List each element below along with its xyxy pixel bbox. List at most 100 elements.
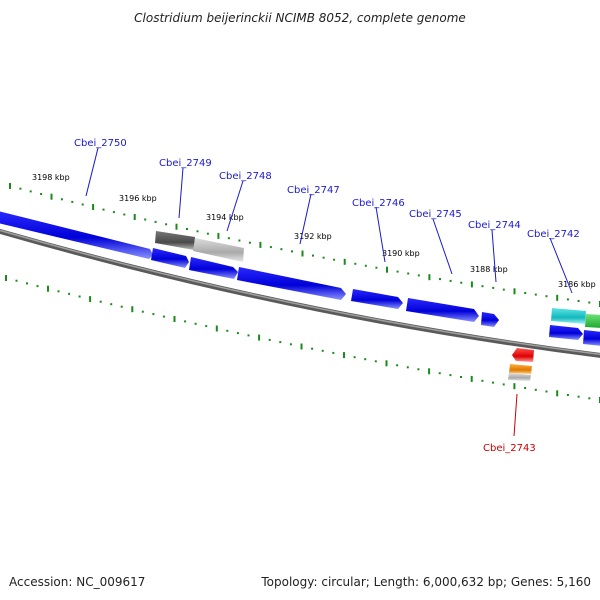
upper-tick <box>269 246 272 249</box>
gene-label-cbei-2748[interactable]: Cbei_2748 <box>219 171 272 182</box>
lower-tick <box>258 334 261 341</box>
gene-arrow-cbei-2742-green[interactable] <box>585 314 600 328</box>
upper-tick <box>186 228 188 230</box>
gene-label-cbei-2743[interactable]: Cbei_2743 <box>483 443 536 454</box>
lower-tick <box>99 300 102 303</box>
upper-tick <box>259 241 262 248</box>
gene-label-cbei-2749[interactable]: Cbei_2749 <box>159 158 212 169</box>
lower-tick <box>513 383 516 390</box>
gene-label-cbei-2745[interactable]: Cbei_2745 <box>409 209 462 220</box>
upper-tick <box>481 285 484 288</box>
lower-tick <box>311 347 314 350</box>
kbp-label-3188: 3188 kbp <box>470 265 508 274</box>
upper-tick <box>9 183 11 189</box>
gene-arrow-cbei-2745[interactable] <box>406 298 479 322</box>
upper-tick <box>123 213 126 216</box>
gene-arrow-cbei-2742[interactable] <box>551 308 586 324</box>
lower-tick <box>343 352 345 359</box>
lower-tick <box>534 388 537 391</box>
upper-tick <box>154 220 157 223</box>
upper-tick <box>502 288 505 291</box>
upper-tick <box>460 281 463 284</box>
lower-tick <box>215 325 218 332</box>
connector-cbei-2750 <box>85 147 99 197</box>
gene-arrow-cbei-2748-part[interactable] <box>189 257 238 279</box>
lower-tick <box>78 295 81 298</box>
gene-arrow-cbei-2749[interactable] <box>155 231 195 250</box>
gene-label-cbei-2750[interactable]: Cbei_2750 <box>74 138 127 149</box>
upper-tick <box>449 279 452 282</box>
lower-tick <box>268 338 271 341</box>
lower-tick <box>470 375 473 382</box>
lower-tick <box>353 356 356 359</box>
kbp-label-3190: 3190 kbp <box>382 249 420 258</box>
gene-arrow-cbei-2743-gray[interactable] <box>508 373 531 381</box>
lower-tick <box>131 306 134 313</box>
lower-tick <box>492 381 494 384</box>
upper-tick <box>19 187 22 190</box>
upper-tick <box>566 298 569 301</box>
gene-arrow-cbei-2747[interactable] <box>237 267 346 300</box>
upper-tick <box>417 274 420 277</box>
upper-tick <box>588 301 591 304</box>
upper-tick <box>343 258 346 265</box>
gene-arrow-cbei-2741-part[interactable] <box>583 330 600 346</box>
lower-tick <box>289 343 292 346</box>
lower-tick <box>36 285 39 288</box>
upper-tick <box>112 211 115 214</box>
upper-tick <box>386 266 388 273</box>
lower-tick <box>184 320 187 323</box>
connector-cbei-2747 <box>299 193 312 245</box>
gene-label-cbei-2747[interactable]: Cbei_2747 <box>287 185 340 196</box>
connector-cbei-2749 <box>178 167 184 219</box>
upper-tick <box>322 256 325 259</box>
lower-tick <box>332 351 335 354</box>
upper-tick <box>29 190 32 193</box>
gene-arrows-minus-strand <box>508 348 534 381</box>
upper-tick <box>301 250 304 257</box>
upper-tick <box>524 292 527 294</box>
lower-tick <box>120 305 123 308</box>
gene-label-cbei-2746[interactable]: Cbei_2746 <box>352 198 405 209</box>
map-title: Clostridium beijerinckii NCIMB 8052, com… <box>134 11 466 25</box>
lower-tick <box>5 275 7 281</box>
upper-tick <box>40 193 43 195</box>
lower-tick <box>152 313 155 316</box>
lower-tick <box>110 303 113 306</box>
connector-cbei-2748 <box>226 180 244 232</box>
lower-tick <box>226 329 229 332</box>
gene-arrow-cbei-2743[interactable] <box>512 348 534 362</box>
gene-label-cbei-2742[interactable]: Cbei_2742 <box>527 229 580 240</box>
gene-arrow-cbei-2750[interactable] <box>0 211 153 259</box>
gene-arrow-cbei-2746[interactable] <box>351 289 403 309</box>
upper-tick <box>545 295 548 298</box>
upper-tick <box>227 237 230 240</box>
lower-tick <box>15 279 18 282</box>
lower-tick <box>321 349 324 352</box>
lower-tick <box>417 368 420 371</box>
upper-tick <box>50 193 53 200</box>
gene-arrows-plus-strand <box>0 211 600 346</box>
upper-tick <box>291 250 293 253</box>
lower-tick <box>588 397 591 400</box>
gene-arrow-cbei-2749-part[interactable] <box>151 248 189 268</box>
gene-arrow-cbei-2742-part[interactable] <box>549 325 583 340</box>
lower-tick <box>89 296 92 303</box>
gene-label-cbei-2744[interactable]: Cbei_2744 <box>468 220 521 231</box>
lower-tick <box>438 372 441 375</box>
upper-tick <box>196 230 199 233</box>
upper-tick <box>492 286 495 289</box>
lower-tick <box>68 292 71 295</box>
label-connectors <box>85 147 573 294</box>
kbp-label-3194: 3194 kbp <box>206 213 244 222</box>
lower-tick <box>374 360 377 363</box>
upper-tick <box>364 264 367 267</box>
gene-arrow-cbei-2748[interactable] <box>193 238 244 262</box>
gene-labels: Cbei_2750 Cbei_2749 Cbei_2748 Cbei_2747 … <box>74 138 580 454</box>
kbp-label-3198: 3198 kbp <box>32 173 70 182</box>
upper-tick <box>407 272 410 275</box>
upper-tick <box>513 288 516 295</box>
lower-tick <box>173 316 176 322</box>
gene-arrow-cbei-2743-orange[interactable] <box>509 364 532 374</box>
gene-arrow-cbei-2744[interactable] <box>481 312 499 327</box>
